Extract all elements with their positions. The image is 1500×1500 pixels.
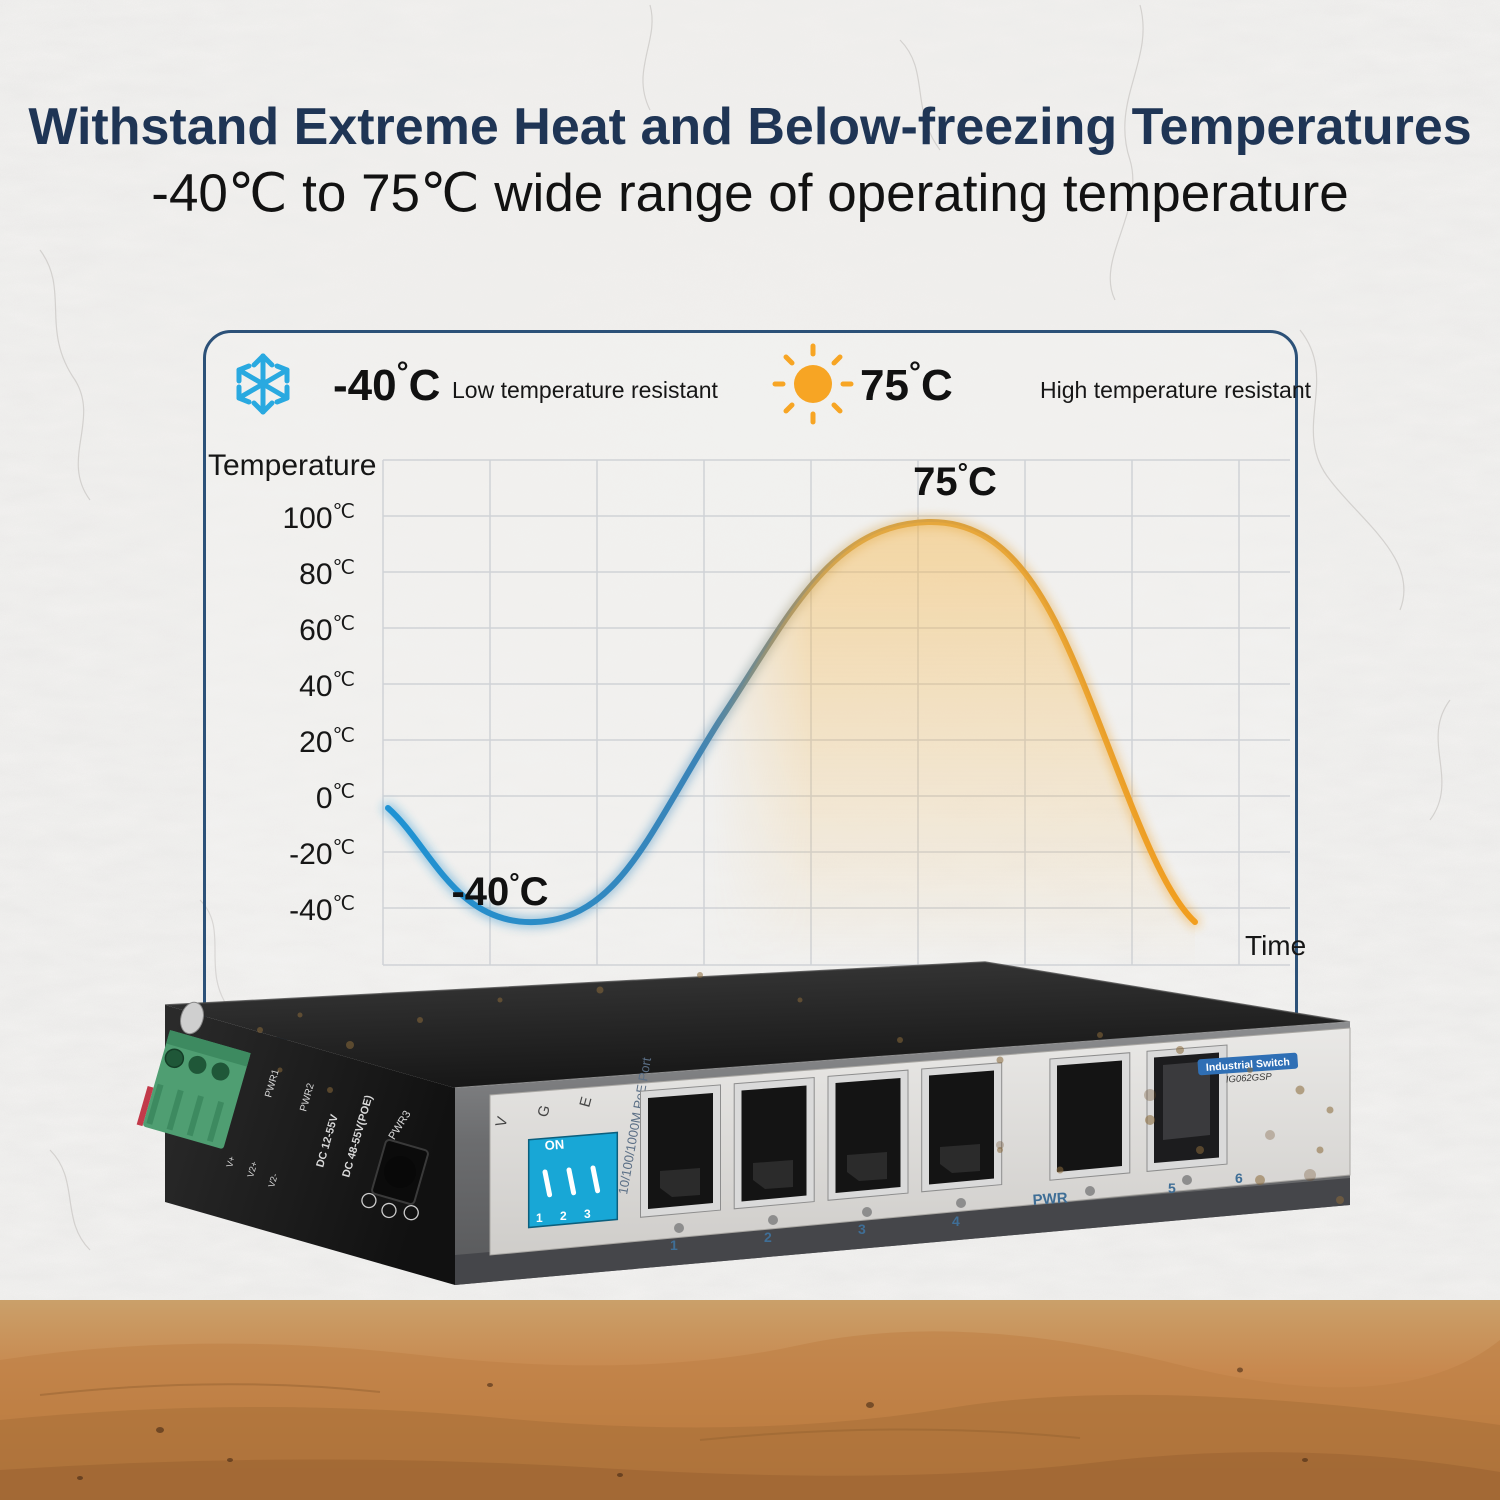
svg-text:1: 1 (670, 1237, 678, 1253)
svg-text:ON: ON (544, 1137, 564, 1153)
svg-text:2: 2 (560, 1209, 567, 1223)
svg-text:2: 2 (764, 1229, 772, 1245)
svg-text:3: 3 (858, 1221, 866, 1237)
svg-text:5: 5 (1168, 1180, 1176, 1196)
svg-text:6: 6 (1235, 1170, 1243, 1186)
svg-text:3: 3 (584, 1207, 591, 1221)
svg-text:PWR: PWR (1032, 1190, 1068, 1209)
svg-text:1: 1 (536, 1211, 543, 1225)
svg-text:4: 4 (952, 1213, 960, 1229)
